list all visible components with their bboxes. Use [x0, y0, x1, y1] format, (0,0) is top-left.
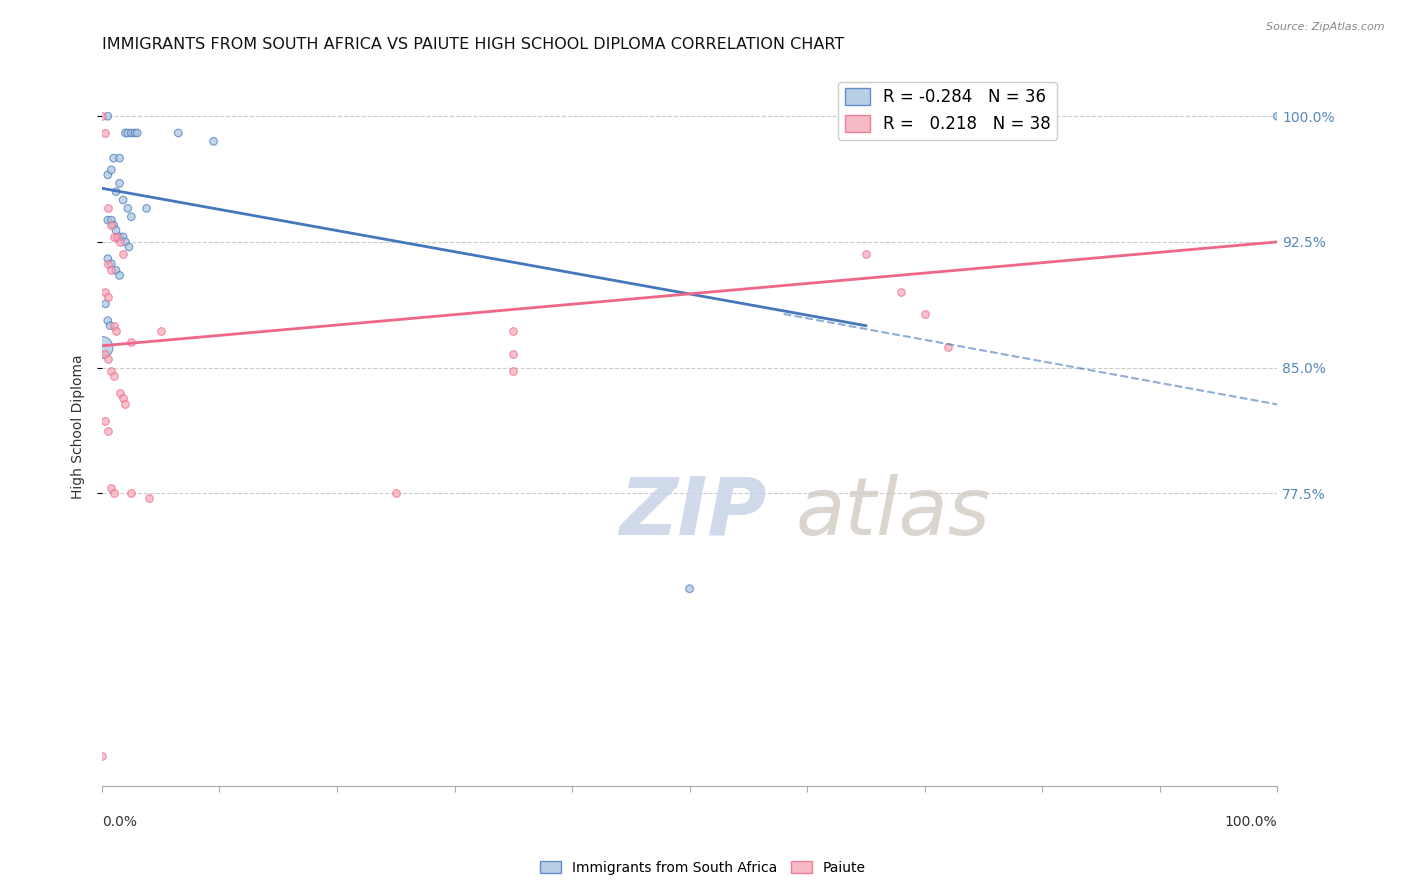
Text: 100.0%: 100.0%	[1225, 815, 1277, 830]
Point	[97, 424, 120, 438]
Point	[97, 257, 120, 271]
Point	[118, 240, 141, 254]
Point	[108, 230, 131, 244]
Point	[103, 486, 125, 500]
Point	[90, 749, 112, 764]
Text: 0.0%: 0.0%	[101, 815, 136, 830]
Point	[103, 318, 125, 333]
Point	[94, 285, 117, 300]
Point	[98, 318, 121, 333]
Point	[135, 202, 157, 216]
Point	[97, 202, 120, 216]
Legend: R = -0.284   N = 36, R =   0.218   N = 38: R = -0.284 N = 36, R = 0.218 N = 38	[838, 81, 1057, 139]
Point	[103, 368, 125, 383]
Point	[97, 313, 120, 327]
Point	[112, 246, 135, 260]
Point	[97, 290, 120, 304]
Y-axis label: High School Diploma: High School Diploma	[72, 354, 86, 499]
Point	[100, 218, 122, 232]
Point	[936, 341, 959, 355]
Point	[103, 230, 125, 244]
Point	[90, 341, 112, 355]
Point	[149, 324, 172, 338]
Point	[97, 352, 120, 367]
Point	[120, 126, 142, 140]
Point	[90, 109, 112, 123]
Text: Source: ZipAtlas.com: Source: ZipAtlas.com	[1267, 22, 1385, 32]
Point	[108, 176, 131, 190]
Point	[855, 246, 877, 260]
Point	[100, 263, 122, 277]
Point	[97, 109, 120, 123]
Point	[914, 307, 936, 321]
Point	[97, 213, 120, 227]
Point	[167, 126, 190, 140]
Point	[97, 252, 120, 266]
Point	[103, 218, 125, 232]
Point	[112, 391, 135, 405]
Point	[108, 385, 131, 400]
Point	[120, 486, 142, 500]
Point	[117, 126, 139, 140]
Point	[105, 263, 128, 277]
Point	[94, 414, 117, 428]
Point	[112, 193, 135, 207]
Text: ZIP: ZIP	[619, 474, 766, 551]
Point	[94, 347, 117, 361]
Text: IMMIGRANTS FROM SOUTH AFRICA VS PAIUTE HIGH SCHOOL DIPLOMA CORRELATION CHART: IMMIGRANTS FROM SOUTH AFRICA VS PAIUTE H…	[101, 37, 844, 53]
Text: atlas: atlas	[796, 474, 990, 551]
Point	[108, 151, 131, 165]
Point	[100, 257, 122, 271]
Point	[94, 126, 117, 140]
Point	[120, 210, 142, 224]
Point	[502, 347, 524, 361]
Point	[678, 582, 700, 596]
Point	[108, 235, 131, 249]
Point	[100, 213, 122, 227]
Point	[384, 486, 406, 500]
Point	[105, 185, 128, 199]
Point	[94, 297, 117, 311]
Point	[138, 491, 160, 506]
Point	[103, 151, 125, 165]
Point	[105, 230, 128, 244]
Point	[105, 324, 128, 338]
Point	[114, 126, 136, 140]
Point	[114, 397, 136, 411]
Point	[100, 364, 122, 378]
Point	[105, 223, 128, 237]
Point	[114, 235, 136, 249]
Point	[502, 364, 524, 378]
Legend: Immigrants from South Africa, Paiute: Immigrants from South Africa, Paiute	[534, 855, 872, 880]
Point	[202, 134, 225, 148]
Point	[108, 268, 131, 283]
Point	[1265, 109, 1288, 123]
Point	[112, 230, 135, 244]
Point	[127, 126, 149, 140]
Point	[890, 285, 912, 300]
Point	[100, 481, 122, 495]
Point	[117, 202, 139, 216]
Point	[124, 126, 146, 140]
Point	[120, 335, 142, 350]
Point	[100, 162, 122, 177]
Point	[97, 168, 120, 182]
Point	[502, 324, 524, 338]
